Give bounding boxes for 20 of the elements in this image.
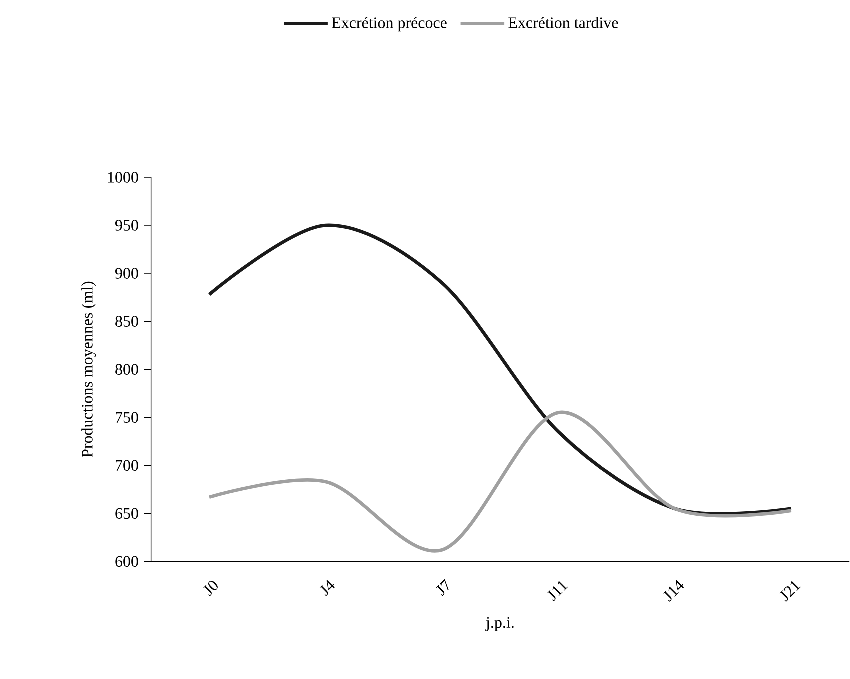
x-tick-label: J7	[436, 579, 449, 596]
line-series	[208, 411, 794, 553]
legend-label: Excrétion précoce	[332, 17, 447, 32]
y-tick-label: 800	[116, 364, 138, 376]
y-tick-label: 900	[116, 268, 138, 280]
x-tick-label: J4	[320, 580, 335, 596]
y-axis-title: Productions moyennes (ml)	[82, 282, 96, 458]
x-tick-label: J11	[547, 581, 568, 602]
x-tick-label: J14	[663, 580, 684, 602]
y-tick-label: 650	[116, 508, 138, 520]
y-tick-label: 850	[116, 316, 138, 328]
y-tick-label: 1000	[108, 172, 138, 183]
x-tick-label: J0	[204, 581, 218, 596]
legend-label: Excrétion tardive	[508, 17, 618, 28]
y-tick-label: 600	[116, 556, 138, 568]
y-tick-label: 950	[116, 220, 138, 231]
y-tick-label: 750	[116, 412, 138, 424]
x-axis-title: j.p.i.	[486, 617, 514, 632]
y-tick-label: 700	[116, 460, 138, 472]
x-tick-label: J21	[780, 581, 801, 602]
